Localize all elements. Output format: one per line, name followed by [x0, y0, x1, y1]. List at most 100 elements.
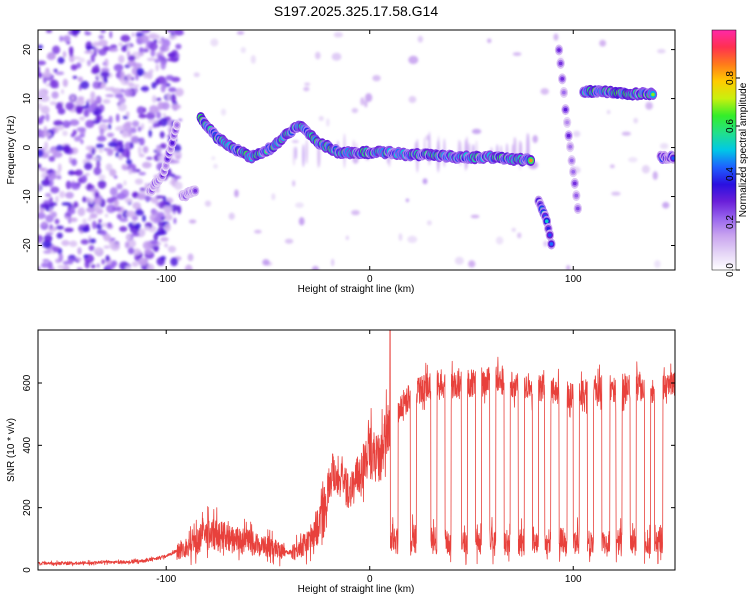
- noise-blob: [147, 119, 158, 124]
- spectral-ridge-trace-left-b: [178, 185, 200, 202]
- noise-blob: [159, 143, 167, 149]
- colorbar-tick-label: 0.8: [725, 71, 736, 85]
- noise-blob: [134, 87, 139, 94]
- noise-blob: [75, 104, 84, 114]
- noise-blob: [155, 146, 162, 153]
- noise-blob: [91, 220, 97, 230]
- snr-ticks: -100 0 100 0 200 400 600: [22, 330, 675, 585]
- noise-blob: [95, 143, 105, 149]
- snr-y-tick-label: 0: [22, 567, 33, 573]
- noise-blob: [100, 119, 110, 123]
- noise-blob: [49, 101, 57, 106]
- noise-blob: [44, 175, 49, 184]
- noise-blob: [159, 131, 165, 139]
- noise-blob: [98, 39, 108, 47]
- ridge-core: [563, 107, 568, 112]
- noise-blob: [157, 40, 164, 45]
- noise-blob: [115, 151, 119, 158]
- noise-blob: [109, 168, 117, 177]
- ridge-core: [651, 92, 655, 97]
- noise-blob: [75, 169, 83, 177]
- spectral-ridge-trace-dive: [534, 195, 556, 250]
- noise-blob: [110, 260, 118, 267]
- spectrogram-x-tick-label: -100: [156, 274, 176, 285]
- noise-blob: [164, 223, 171, 232]
- noise-blob: [171, 103, 181, 110]
- noise-blob: [48, 156, 56, 162]
- noise-blob: [39, 203, 50, 209]
- noise-blob: [454, 256, 464, 265]
- noise-blob: [152, 123, 157, 129]
- ridge-core: [562, 90, 566, 95]
- colorbar-gradient: [712, 30, 736, 270]
- noise-blob: [44, 192, 52, 198]
- noise-blob: [170, 173, 176, 178]
- ridge-core: [560, 77, 565, 81]
- noise-blob: [142, 146, 149, 154]
- noise-blob: [83, 162, 93, 170]
- noise-blob: [72, 129, 77, 136]
- noise-blob: [49, 224, 53, 230]
- noise-blob: [126, 159, 133, 165]
- noise-blob: [155, 78, 160, 86]
- ridge-core: [546, 226, 551, 231]
- noise-blob: [157, 54, 162, 62]
- noise-blob: [38, 149, 44, 158]
- noise-blob: [171, 177, 176, 182]
- noise-blob: [90, 53, 95, 63]
- noise-blob: [81, 226, 90, 233]
- noise-blob: [129, 141, 134, 149]
- noise-blob: [72, 75, 78, 80]
- noise-blob: [108, 47, 119, 52]
- noise-blob: [628, 157, 638, 163]
- smear-blob: [318, 144, 321, 167]
- noise-blob: [58, 252, 64, 262]
- noise-blob: [105, 94, 115, 98]
- spectrogram-y-axis-label: Frequency (Hz): [6, 116, 17, 185]
- noise-blob: [139, 34, 150, 44]
- noise-blob: [45, 30, 53, 33]
- noise-blob: [98, 219, 102, 223]
- noise-blob: [99, 127, 105, 136]
- noise-blob: [44, 141, 49, 151]
- noise-blob: [91, 147, 95, 156]
- noise-blob: [45, 113, 50, 122]
- noise-blob: [155, 63, 159, 72]
- noise-blob: [144, 196, 153, 201]
- noise-blob: [57, 56, 65, 64]
- noise-blob: [175, 43, 182, 50]
- noise-blob: [155, 153, 162, 157]
- noise-blob: [76, 62, 82, 69]
- noise-blob: [111, 138, 118, 142]
- noise-blob: [240, 46, 246, 54]
- noise-blob: [149, 126, 153, 130]
- noise-blob: [103, 245, 110, 249]
- noise-blob: [470, 214, 480, 219]
- noise-blob: [113, 63, 124, 72]
- noise-blob: [174, 87, 184, 97]
- noise-blob: [60, 89, 65, 95]
- noise-blob: [113, 175, 118, 179]
- ridge-core: [574, 193, 579, 198]
- noise-blob: [314, 51, 321, 60]
- noise-blob: [136, 106, 145, 115]
- noise-blob: [130, 84, 140, 88]
- noise-blob: [38, 212, 46, 220]
- noise-blob: [84, 31, 92, 36]
- noise-blob: [43, 132, 52, 138]
- noise-blob: [119, 226, 128, 232]
- noise-blob: [43, 250, 52, 254]
- noise-blob: [103, 234, 112, 242]
- noise-blob: [70, 95, 75, 101]
- noise-blob: [161, 101, 170, 111]
- noise-blob: [146, 263, 155, 270]
- noise-blob: [331, 258, 335, 267]
- noise-blob: [318, 115, 324, 121]
- colorbar-tick-label: 0.4: [725, 167, 736, 181]
- noise-blob: [132, 201, 141, 210]
- noise-blob: [641, 165, 650, 174]
- noise-blob: [157, 211, 165, 219]
- colorbar-frame: [711, 29, 737, 271]
- noise-blob: [136, 67, 144, 77]
- noise-blob: [166, 92, 171, 101]
